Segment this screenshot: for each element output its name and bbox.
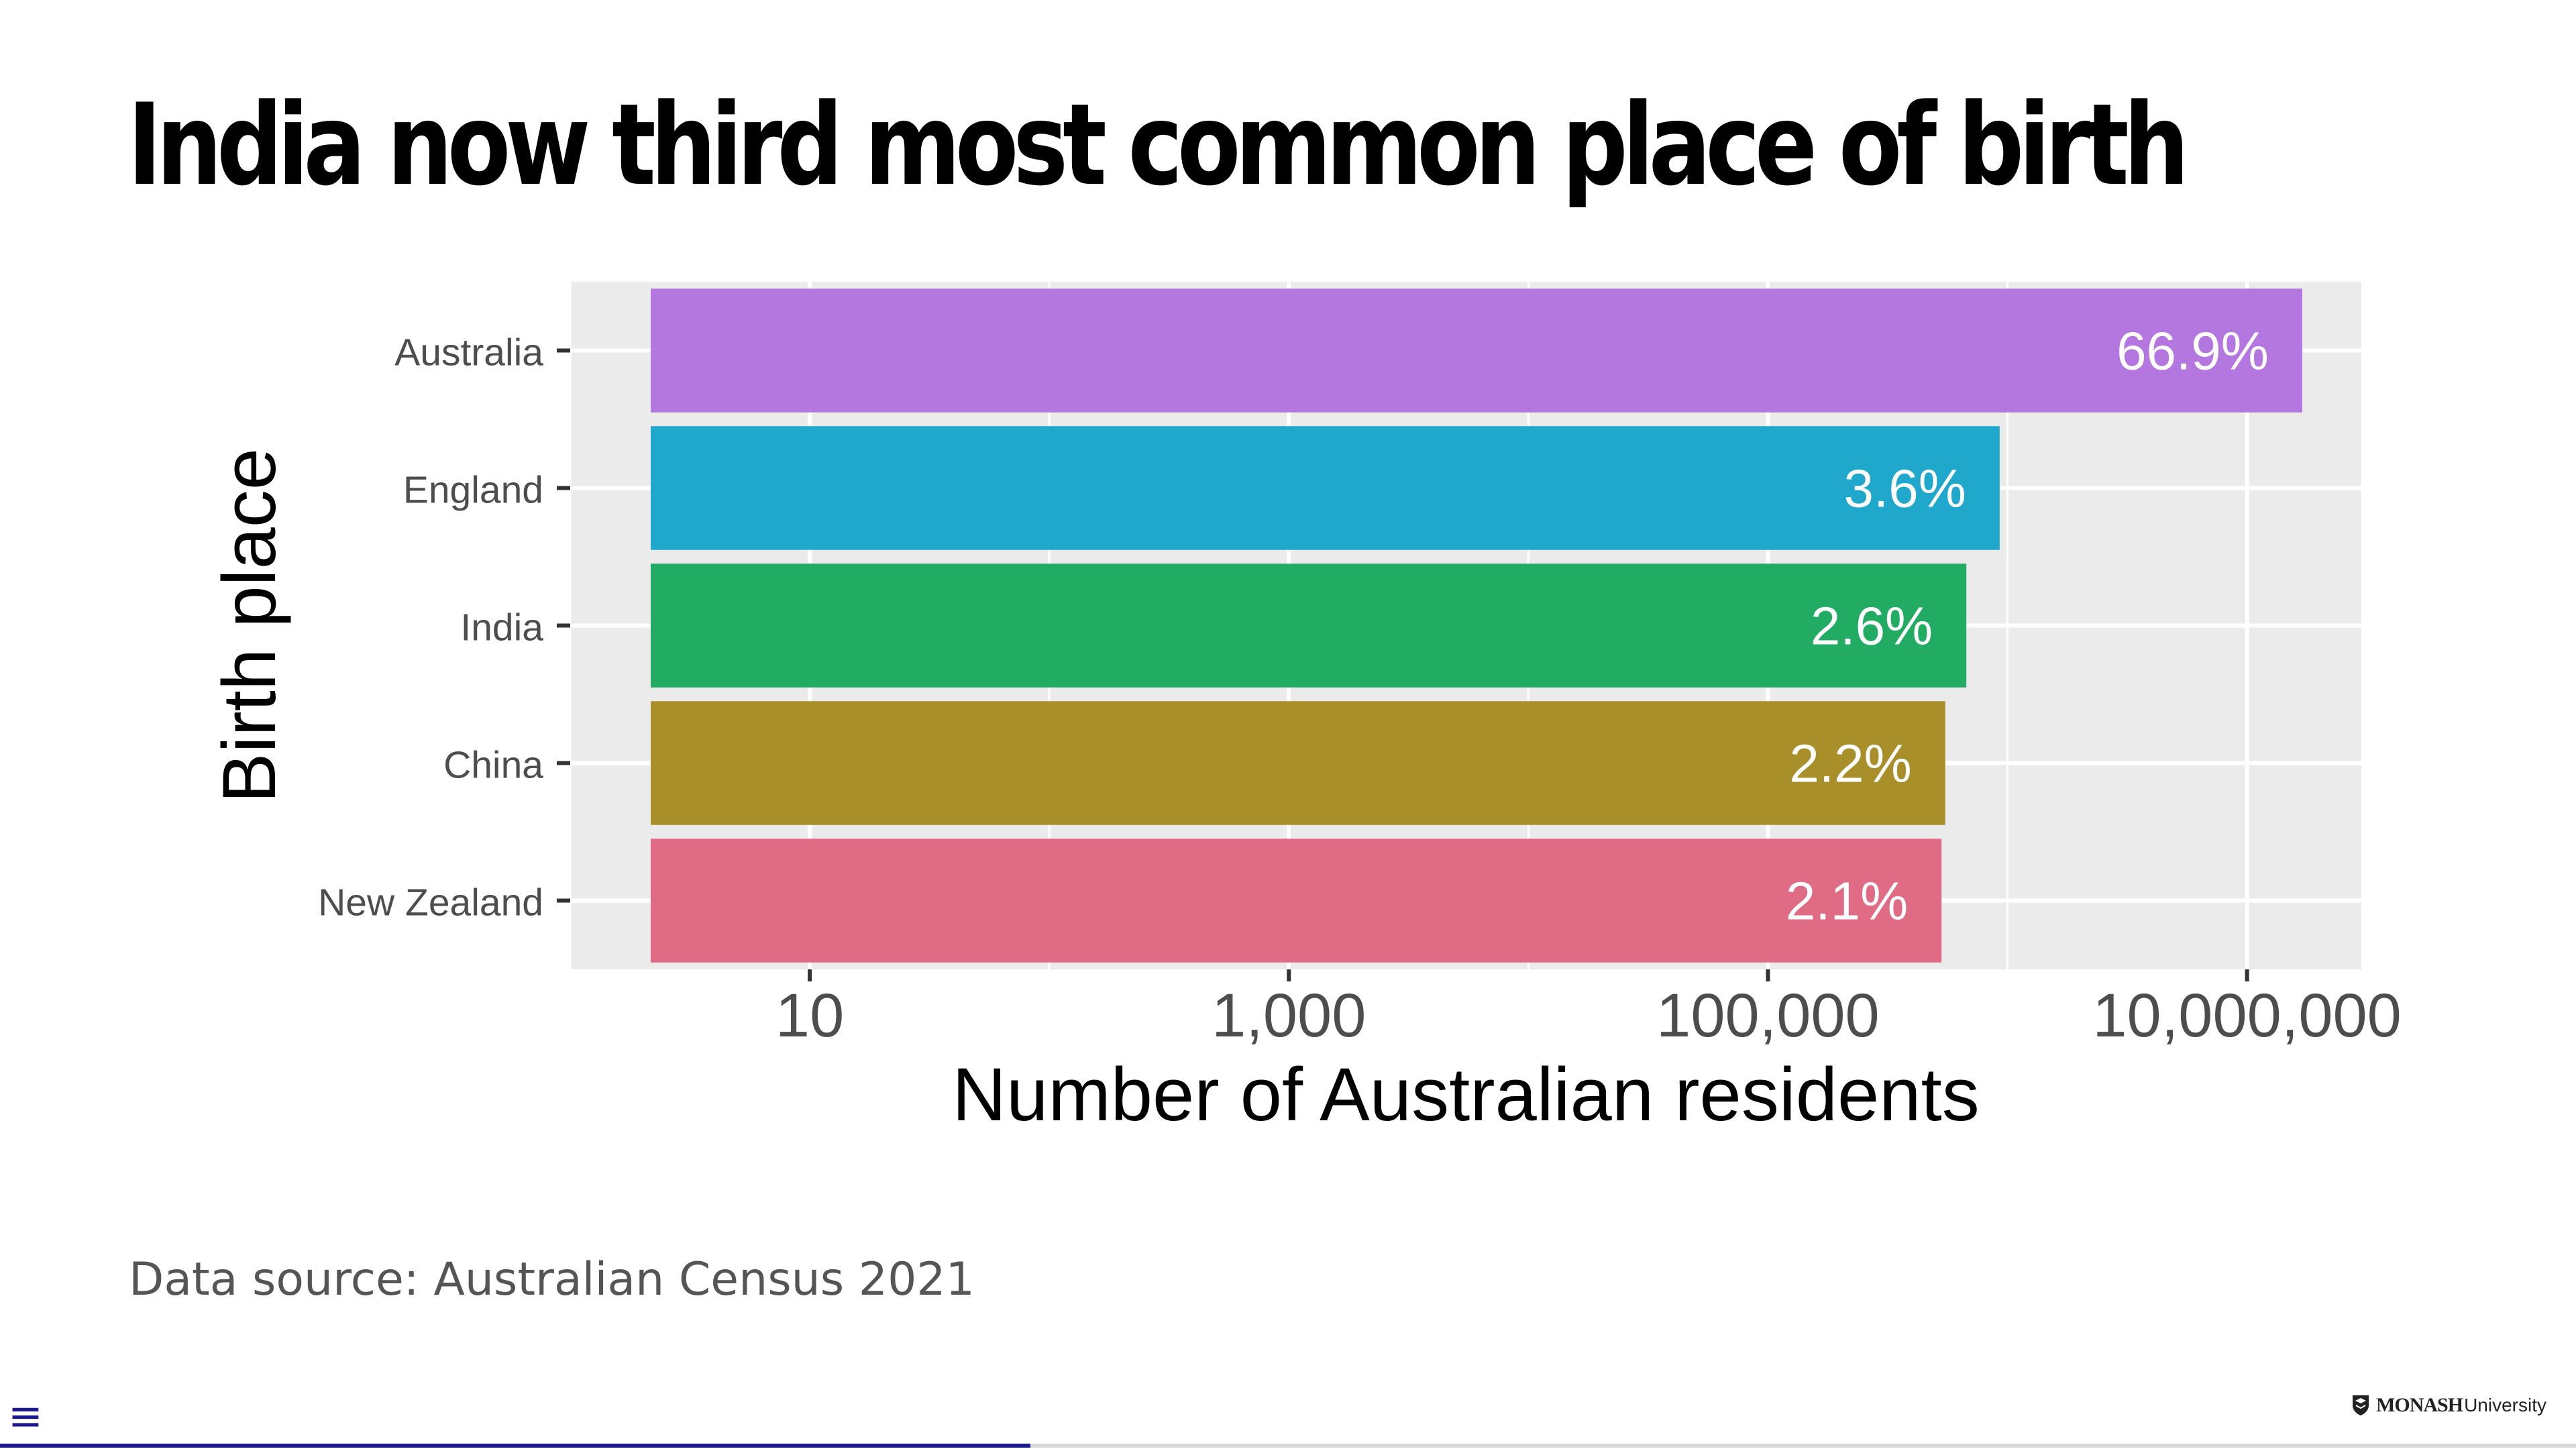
bar-china xyxy=(651,701,1945,825)
bar-value-label: 2.2% xyxy=(1789,734,1911,794)
bar-value-label: 2.6% xyxy=(1811,596,1933,656)
x-tick-label: 100,000 xyxy=(1656,981,1880,1050)
data-source-note: Data source: Australian Census 2021 xyxy=(129,1253,975,1306)
x-tick-label: 10 xyxy=(775,981,844,1050)
bar-india xyxy=(651,564,1967,688)
shield-icon xyxy=(2353,1395,2369,1415)
page-title: India now third most common place of bir… xyxy=(127,79,2190,211)
slide-progress-fill xyxy=(0,1444,1030,1448)
bar-value-label: 66.9% xyxy=(2116,321,2269,381)
y-tick-label: Australia xyxy=(394,331,543,374)
y-tick-label: China xyxy=(443,744,543,787)
monash-university-logo: MONASH University xyxy=(2352,1394,2546,1417)
x-tick-label: 1,000 xyxy=(1212,981,1366,1050)
bar-australia xyxy=(651,288,2302,413)
y-tick-label: England xyxy=(403,469,543,512)
bar-new-zealand xyxy=(651,839,1942,963)
bar-value-label: 3.6% xyxy=(1844,459,1966,519)
y-tick-label: India xyxy=(460,606,543,649)
y-tick-label: New Zealand xyxy=(318,881,543,924)
bar-england xyxy=(651,426,2000,550)
x-axis-title: Number of Australian residents xyxy=(952,1053,1979,1136)
x-tick-label: 10,000,000 xyxy=(2092,981,2401,1050)
logo-text-monash: MONASH xyxy=(2376,1394,2463,1416)
logo-text-university: University xyxy=(2464,1395,2546,1415)
y-axis-title: Birth place xyxy=(207,448,291,803)
bar-value-label: 2.1% xyxy=(1786,871,1908,931)
menu-icon[interactable]: ≡ xyxy=(8,1391,43,1440)
slide-progress-bar xyxy=(0,1444,2576,1448)
